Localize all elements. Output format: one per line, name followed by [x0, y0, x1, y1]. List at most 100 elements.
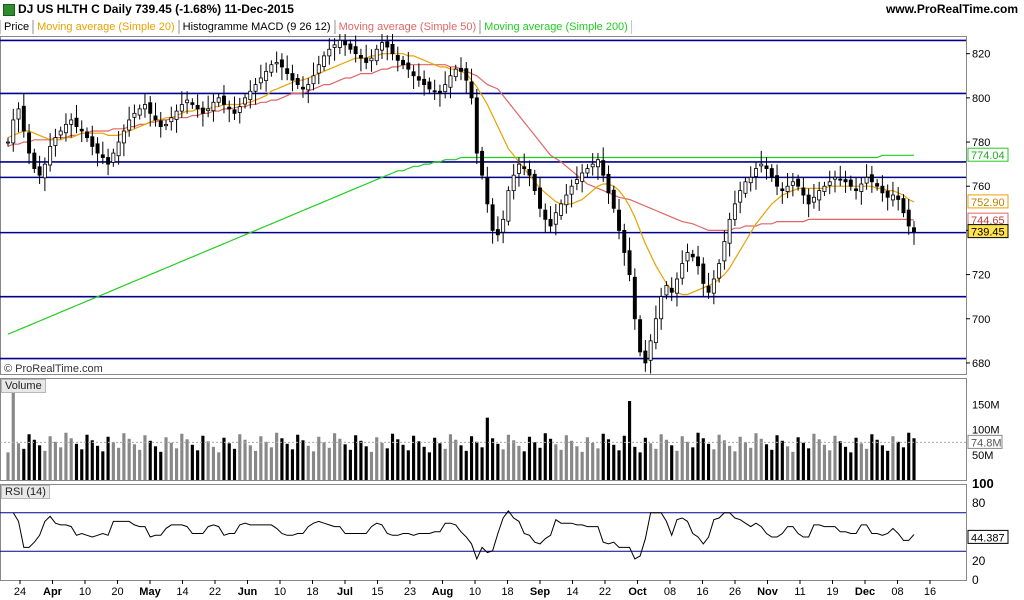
volume-bar: [907, 432, 911, 480]
volume-bar: [559, 449, 563, 480]
site-url[interactable]: www.ProRealTime.com: [885, 2, 1018, 16]
volume-bar: [59, 447, 63, 480]
x-tick-label: 14: [176, 586, 188, 598]
price-tick-label: 680: [972, 358, 990, 370]
candle-body: [169, 117, 174, 123]
volume-bar: [369, 451, 374, 480]
volume-bar: [248, 445, 252, 480]
candle-body: [179, 104, 184, 112]
volume-bar: [633, 446, 637, 480]
volume-bar: [69, 438, 73, 480]
x-tick-label: Nov: [757, 586, 779, 598]
candle-body: [559, 203, 564, 216]
x-tick-label: 22: [599, 586, 611, 598]
volume-bar: [322, 442, 326, 480]
candle-body: [569, 185, 574, 195]
legend-ma50[interactable]: Moving average (Simple 50): [334, 20, 481, 34]
candle-body: [817, 190, 822, 201]
volume-panel-label[interactable]: Volume: [1, 379, 46, 393]
candle-body: [632, 276, 637, 320]
volume-tick-label: 100M: [972, 425, 1000, 437]
volume-bar: [606, 439, 611, 480]
volume-bar: [728, 445, 732, 480]
volume-bar: [433, 437, 437, 480]
candle-body: [206, 108, 211, 112]
volume-bar: [16, 443, 21, 480]
candle-body: [490, 204, 495, 231]
rsi-tick-label: 80: [972, 496, 986, 510]
volume-bar: [132, 444, 136, 480]
volume-bar: [533, 442, 537, 480]
x-tick-label: Jul: [337, 586, 353, 598]
volume-bar: [375, 437, 379, 480]
volume-bar: [717, 434, 721, 480]
rsi-panel-label[interactable]: RSI (14): [1, 485, 50, 499]
legend-ma200[interactable]: Moving average (Simple 200): [480, 20, 632, 34]
volume-bar: [185, 439, 189, 480]
candle-body: [796, 178, 801, 187]
volume-bar: [269, 447, 273, 480]
volume-bar: [296, 434, 300, 480]
volume-bar: [180, 433, 184, 480]
candle-body: [411, 71, 416, 77]
candle-body: [595, 159, 600, 168]
value-tag: [967, 224, 1009, 239]
candle-body: [511, 174, 516, 192]
x-tick-label: 16: [696, 586, 708, 598]
volume-bar: [117, 447, 121, 480]
volume-bar: [722, 440, 726, 480]
candle-body: [137, 108, 142, 116]
x-tick-label: 18: [306, 586, 318, 598]
candle-body: [16, 108, 21, 120]
volume-bar: [554, 444, 558, 480]
volume-bar: [480, 447, 484, 480]
volume-bar: [622, 435, 626, 480]
x-tick-label: 18: [501, 586, 513, 598]
price-tick-label: 760: [972, 181, 990, 193]
candle-body: [659, 296, 664, 320]
candle-body: [580, 172, 585, 182]
volume-bar: [901, 447, 906, 480]
x-tick-label: 22: [209, 586, 221, 598]
volume-bar: [253, 450, 258, 480]
candle-body: [164, 123, 168, 127]
rsi-tick-label: 0: [972, 573, 979, 587]
volume-tick-label: 150M: [972, 400, 1000, 412]
candle-body: [638, 319, 643, 353]
candle-body: [322, 55, 327, 67]
volume-bar: [406, 450, 410, 480]
check-icon[interactable]: [3, 4, 15, 16]
volume-bar: [275, 432, 279, 480]
volume-bar: [543, 433, 547, 480]
candle-body: [200, 107, 205, 114]
candle-body: [148, 102, 153, 114]
legend-price[interactable]: Price: [0, 20, 34, 34]
volume-bar: [338, 438, 342, 480]
candle-body: [258, 77, 263, 84]
volume-bar: [301, 440, 305, 480]
volume-bar: [812, 433, 816, 480]
candle-body: [822, 185, 827, 192]
volume-bar: [754, 433, 758, 480]
volume-bar: [548, 438, 553, 480]
candle-body: [875, 183, 880, 187]
volume-bar: [438, 443, 442, 480]
candle-body: [854, 188, 859, 192]
legend-ma20[interactable]: Moving average (Simple 20): [33, 20, 179, 34]
candle-body: [506, 190, 511, 222]
x-tick-label: 19: [826, 586, 838, 598]
x-tick-label: Apr: [43, 586, 63, 598]
volume-bar: [691, 447, 695, 480]
x-tick-label: 15: [371, 586, 383, 598]
candle-body: [574, 179, 579, 184]
volume-bar: [311, 451, 316, 480]
volume-bar: [685, 441, 690, 480]
candle-body: [801, 187, 806, 196]
price-tick-label: 800: [972, 93, 990, 105]
volume-bar: [343, 444, 347, 480]
x-tick-label: 10: [79, 586, 91, 598]
volume-bar: [780, 440, 784, 480]
legend-macd[interactable]: Histogramme MACD (9 26 12): [178, 20, 335, 34]
volume-bar: [807, 448, 811, 480]
candle-body: [664, 285, 669, 296]
